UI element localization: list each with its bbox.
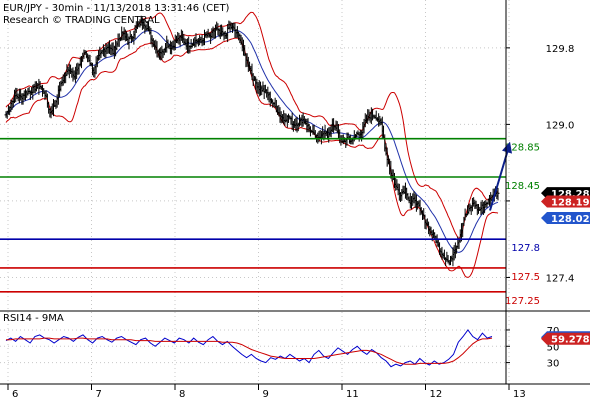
rsi-panel xyxy=(5,329,493,368)
price-tags: 128.282128.194128.02261.066859.2781 xyxy=(541,187,590,346)
chart-subtitle: Research © TRADING CENTRAL xyxy=(3,15,160,26)
level-label-4: 127.25 xyxy=(505,296,540,307)
support-resistance-levels: 128.85 128.45 127.8 127.5 127.25 xyxy=(0,137,540,307)
x-tick-label-3: 9 xyxy=(263,389,269,400)
price-tag-bg-2 xyxy=(541,211,590,224)
x-tick-label-2: 8 xyxy=(179,389,185,400)
rsi-tag-bg-1 xyxy=(541,332,590,345)
level-label-0: 128.85 xyxy=(505,143,540,154)
grid-lines xyxy=(0,0,510,383)
y-tick-label-1: 129.0 xyxy=(546,120,575,131)
x-tick-label-4: 11 xyxy=(346,389,359,400)
price-tag-label-1: 128.194 xyxy=(551,198,590,209)
x-tick-label-6: 13 xyxy=(513,389,526,400)
x-tick-label-1: 7 xyxy=(96,389,102,400)
rsi-series-1 xyxy=(6,337,493,365)
level-label-1: 128.45 xyxy=(505,181,540,192)
rsi-tick-label-1: 50 xyxy=(547,342,560,353)
x-tick-label-0: 6 xyxy=(12,389,18,400)
moving-average xyxy=(5,29,499,253)
price-bar xyxy=(496,187,500,201)
rsi-tag-label-1: 59.2781 xyxy=(551,335,590,346)
forecast-arrow-head xyxy=(502,141,512,154)
price-tag-bg-1 xyxy=(541,195,590,208)
price-tag-label-0: 128.282 xyxy=(551,189,590,200)
y-tick-label-3: 127.4 xyxy=(546,273,575,284)
rsi-tick-label-2: 30 xyxy=(547,359,560,370)
y-tick-label-0: 129.8 xyxy=(546,44,575,55)
chart-title: EUR/JPY - 30min - 11/13/2018 13:31:46 (C… xyxy=(3,3,230,14)
rsi-title: RSI14 - 9MA xyxy=(3,313,64,324)
forecast-arrow-shaft xyxy=(489,149,509,211)
forecast-arrow xyxy=(489,141,512,211)
price-tag-label-2: 128.022 xyxy=(551,214,590,225)
level-label-3: 127.5 xyxy=(511,272,540,283)
upper-band xyxy=(5,11,499,240)
level-label-2: 127.8 xyxy=(511,243,540,254)
x-tick-label-5: 12 xyxy=(430,389,443,400)
